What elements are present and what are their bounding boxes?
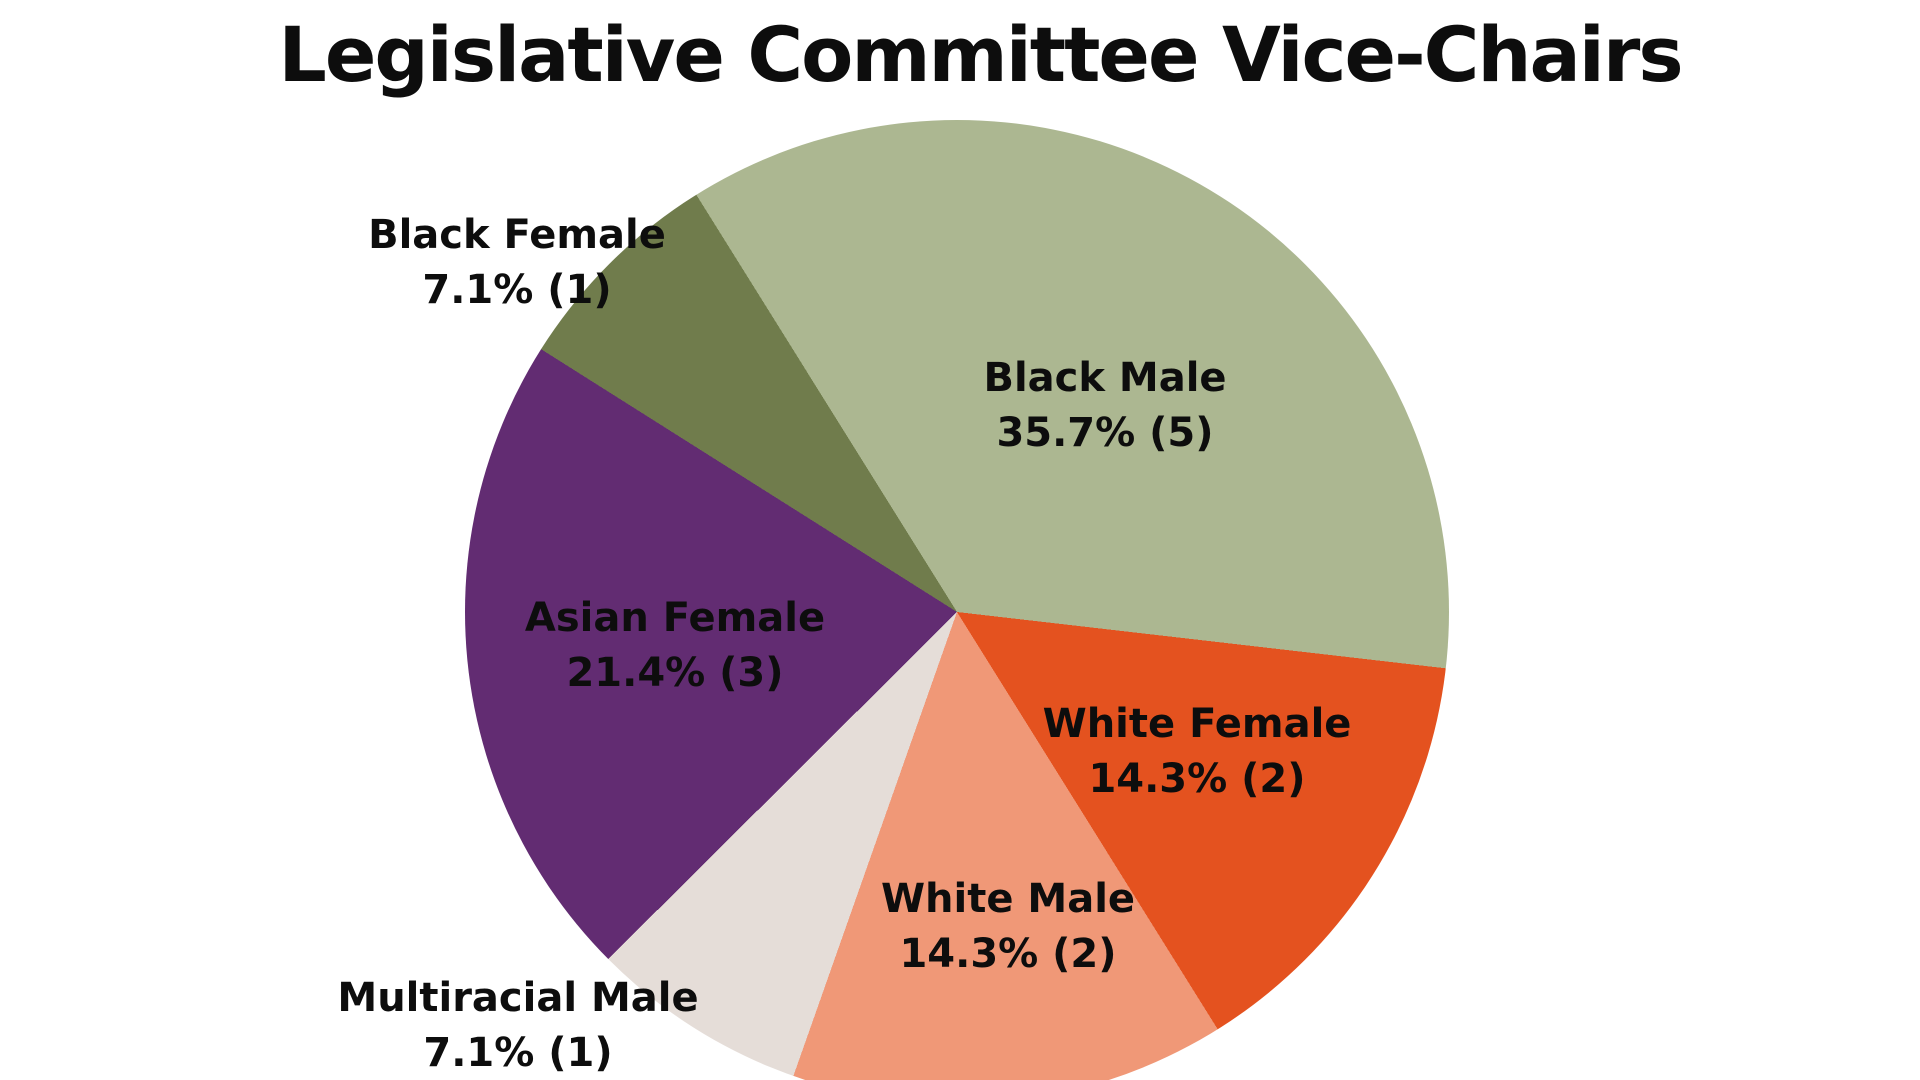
slice-label-white-female: White Female 14.3% (2) bbox=[1043, 697, 1352, 807]
chart-title: Legislative Committee Vice-Chairs bbox=[278, 10, 1683, 99]
slice-name: White Female bbox=[1042, 701, 1352, 747]
slice-label-white-male: White Male 14.3% (2) bbox=[881, 872, 1135, 982]
slice-value: 35.7% (5) bbox=[996, 410, 1214, 456]
slice-label-asian-female: Asian Female 21.4% (3) bbox=[525, 591, 825, 701]
slice-value: 7.1% (1) bbox=[422, 267, 612, 313]
slice-value: 14.3% (2) bbox=[899, 931, 1117, 977]
slice-label-black-male: Black Male 35.7% (5) bbox=[983, 351, 1226, 461]
slice-name: Multiracial Male bbox=[337, 975, 699, 1021]
slice-name: Black Male bbox=[983, 355, 1227, 401]
slice-value: 21.4% (3) bbox=[566, 650, 784, 696]
slice-name: Black Female bbox=[368, 212, 666, 258]
slice-name: White Male bbox=[880, 876, 1136, 922]
slice-label-multiracial-male: Multiracial Male 7.1% (1) bbox=[337, 971, 698, 1080]
slice-label-black-female: Black Female 7.1% (1) bbox=[368, 208, 666, 318]
slice-value: 7.1% (1) bbox=[423, 1030, 613, 1076]
slice-value: 14.3% (2) bbox=[1088, 756, 1306, 802]
slice-name: Asian Female bbox=[524, 595, 826, 641]
pie-chart bbox=[465, 120, 1449, 1080]
